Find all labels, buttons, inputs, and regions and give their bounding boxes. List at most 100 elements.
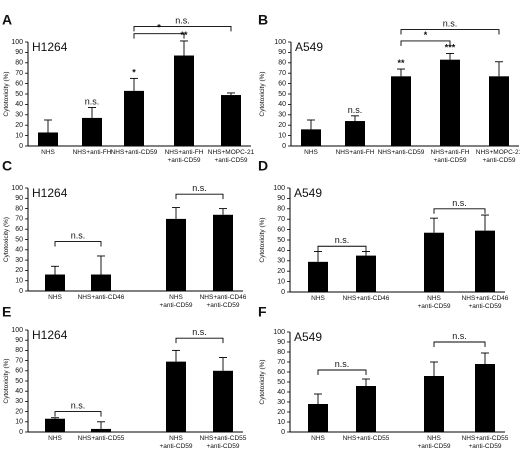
- comparison-bracket: [54, 411, 102, 417]
- y-tick-label: 10: [278, 132, 286, 139]
- significance-label: ***: [445, 42, 456, 52]
- y-tick-label: 40: [15, 388, 23, 395]
- bar: [213, 214, 233, 291]
- y-axis-label: Cytotoxicity (%): [259, 217, 266, 262]
- y-tick-label: 80: [277, 206, 285, 213]
- y-tick-label: 30: [277, 399, 285, 406]
- bracket-label: *: [424, 30, 428, 40]
- y-tick-label: 100: [11, 327, 23, 334]
- x-category-label: NHS+anti-CD55: [78, 435, 125, 442]
- comparison-bracket: [175, 337, 224, 344]
- y-axis-label: Cytotoxicity (%): [3, 358, 10, 403]
- bar: [440, 59, 460, 146]
- x-category-label: NHS: [169, 435, 183, 442]
- y-tick-label: 0: [19, 143, 23, 150]
- y-tick-label: 80: [278, 60, 286, 67]
- x-category-label: NHS: [304, 149, 318, 156]
- y-tick-label: 70: [15, 357, 23, 364]
- bar: [38, 132, 58, 146]
- x-category-label: NHS+MOPC-21: [476, 149, 520, 156]
- x-category-label: +anti-CD59: [417, 443, 450, 450]
- bracket-label: n.s.: [71, 401, 86, 411]
- y-tick-label: 20: [15, 267, 23, 274]
- bar: [82, 117, 102, 146]
- x-category-label: NHS+anti-FH: [165, 149, 204, 156]
- y-tick-label: 10: [15, 419, 23, 426]
- bracket-label: *: [157, 23, 161, 33]
- x-category-label: NHS+anti-CD59: [378, 149, 425, 156]
- y-tick-label: 80: [277, 349, 285, 356]
- x-category-label: NHS: [427, 435, 441, 442]
- panel-letter: C: [2, 157, 12, 173]
- x-category-label: NHS: [41, 149, 55, 156]
- bracket-label: n.s.: [452, 331, 467, 341]
- y-tick-label: 60: [15, 226, 23, 233]
- y-tick-label: 100: [274, 39, 286, 46]
- y-tick-label: 60: [277, 226, 285, 233]
- x-category-label: NHS: [427, 295, 441, 302]
- comparison-bracket: [317, 369, 367, 375]
- bar: [213, 370, 233, 432]
- comparison-bracket: [133, 33, 185, 39]
- bracket-label: n.s.: [71, 231, 86, 241]
- y-tick-label: 0: [281, 429, 285, 436]
- comparison-bracket: [433, 208, 486, 214]
- x-category-label: NHS: [311, 435, 325, 442]
- bracket-label: n.s.: [192, 183, 207, 193]
- x-category-label: NHS+anti-CD59: [111, 149, 158, 156]
- x-category-label: NHS: [169, 294, 183, 301]
- bar: [301, 129, 321, 146]
- y-tick-label: 10: [277, 419, 285, 426]
- y-tick-label: 10: [15, 132, 23, 139]
- bracket-label: n.s.: [452, 198, 467, 208]
- y-tick-label: 70: [15, 216, 23, 223]
- x-category-label: +anti-CD59: [468, 303, 501, 310]
- y-tick-label: 30: [277, 258, 285, 265]
- panel-e: E H1264 Cytotoxicity (%) 0 10 20 30 40 50 60 70 80 9…: [2, 303, 247, 450]
- y-tick-label: 0: [281, 289, 285, 296]
- x-category-label: +anti-CD59: [482, 157, 515, 164]
- y-tick-label: 20: [278, 122, 286, 129]
- bracket-label: n.s.: [175, 15, 190, 25]
- y-tick-label: 100: [11, 39, 23, 46]
- x-category-label: +anti-CD59: [206, 302, 239, 309]
- x-category-label: +anti-CD59: [433, 157, 466, 164]
- bar: [356, 255, 376, 292]
- y-tick-label: 70: [277, 359, 285, 366]
- bar: [45, 274, 65, 291]
- y-tick-label: 100: [273, 185, 285, 192]
- x-category-label: NHS+anti-CD46: [343, 295, 390, 302]
- y-tick-label: 0: [19, 288, 23, 295]
- cell-line-label: H1264: [32, 328, 68, 342]
- y-tick-label: 90: [15, 195, 23, 202]
- y-tick-label: 0: [19, 429, 23, 436]
- bar: [221, 95, 241, 146]
- y-tick-label: 30: [15, 398, 23, 405]
- x-category-label: NHS: [48, 294, 62, 301]
- panel-a: A H1264 Cytotoxicity (%) 0 10 20 30 40 50 60 70 80 9…: [2, 11, 255, 164]
- cell-line-label: H1264: [32, 186, 68, 200]
- bar: [45, 418, 65, 432]
- panel-letter: B: [258, 11, 268, 27]
- significance-label: **: [397, 58, 405, 68]
- y-tick-label: 60: [277, 369, 285, 376]
- bracket-label: n.s.: [443, 19, 458, 29]
- bracket-label: n.s.: [335, 235, 350, 245]
- x-category-label: NHS+anti-CD55: [200, 435, 247, 442]
- y-tick-label: 80: [15, 60, 23, 67]
- y-tick-label: 30: [15, 257, 23, 264]
- x-category-label: NHS+anti-CD46: [78, 294, 125, 301]
- x-category-label: +anti-CD59: [417, 303, 450, 310]
- y-tick-label: 50: [15, 236, 23, 243]
- y-tick-label: 100: [11, 185, 23, 192]
- y-tick-label: 50: [277, 379, 285, 386]
- bar: [174, 55, 194, 146]
- bar: [124, 90, 144, 146]
- y-axis-label: Cytotoxicity (%): [3, 217, 10, 262]
- y-tick-label: 90: [278, 49, 286, 56]
- x-category-label: NHS+anti-CD55: [462, 435, 509, 442]
- bracket-label: n.s.: [192, 327, 207, 337]
- comparison-bracket: [317, 245, 367, 252]
- y-tick-label: 50: [15, 91, 23, 98]
